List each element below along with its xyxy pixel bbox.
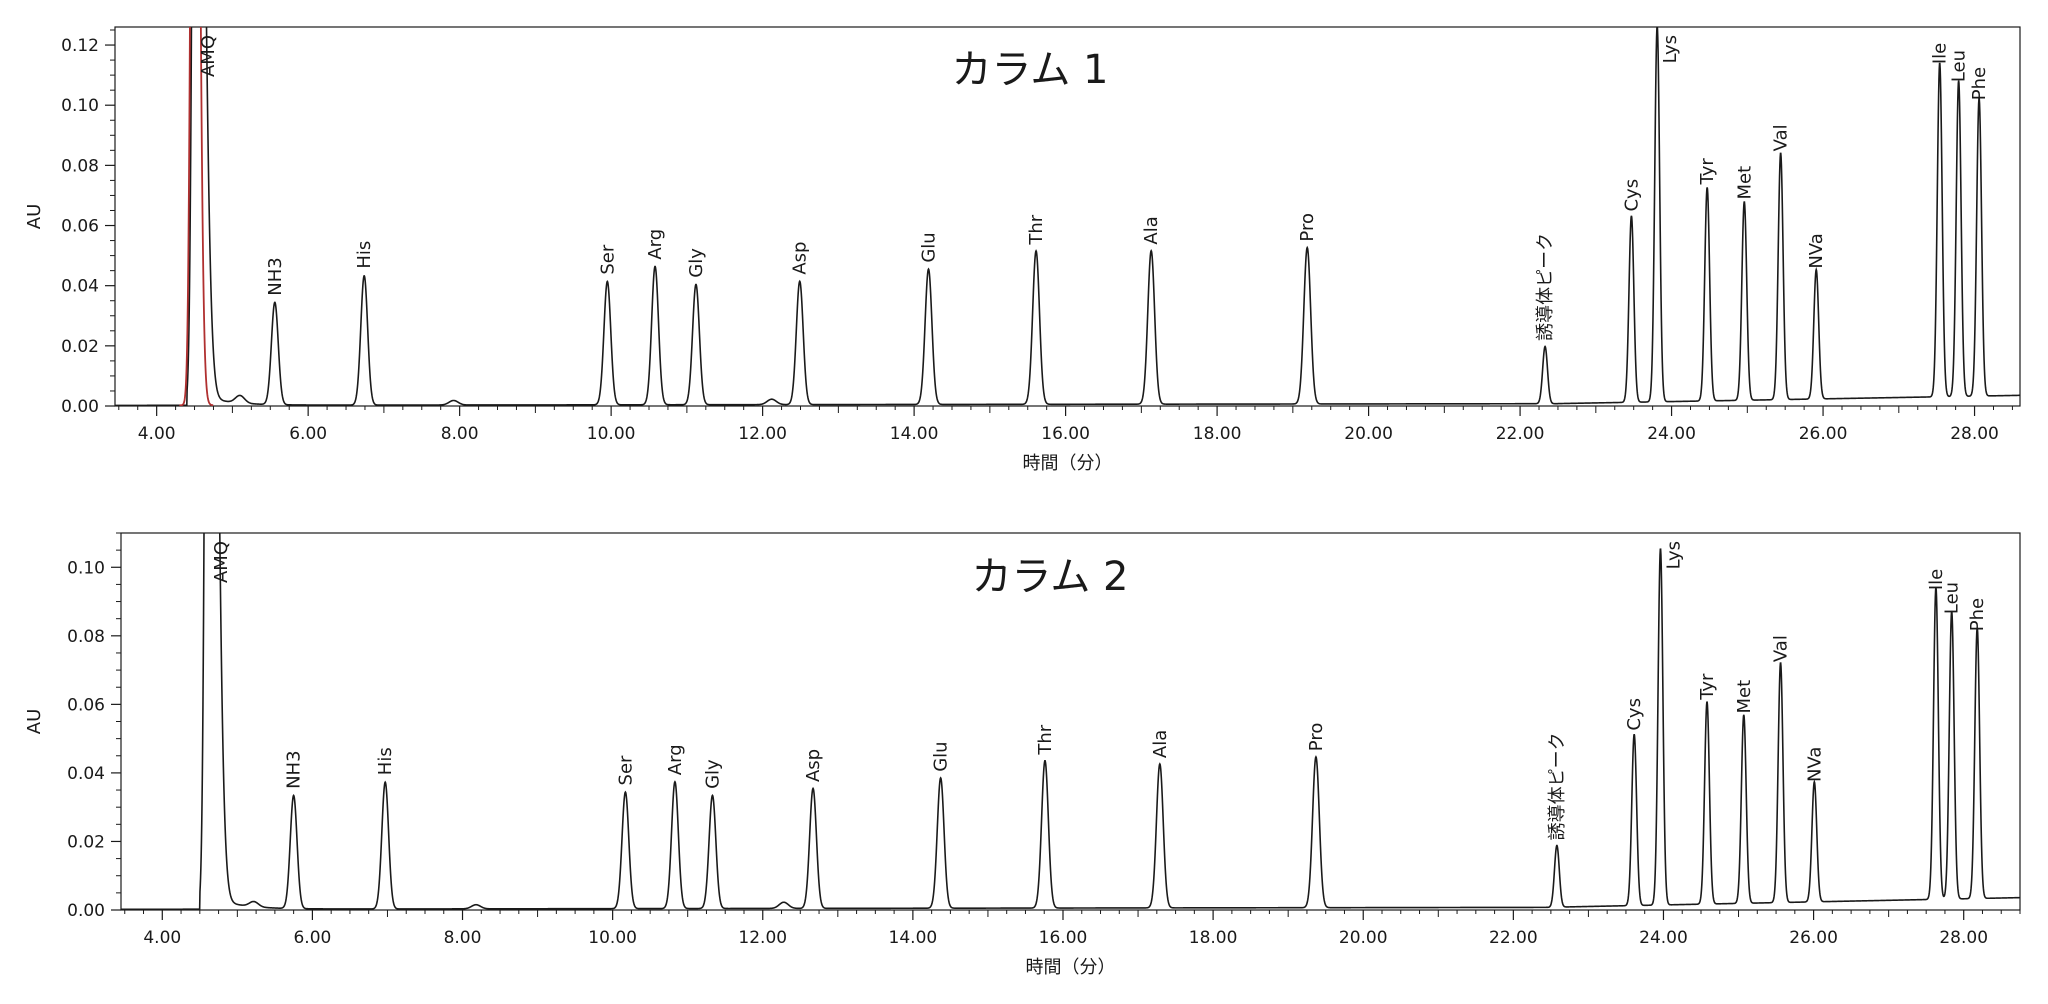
x-tick-label: 6.00 (289, 424, 327, 444)
chart-panel-2: 4.00 6.00 8.00 10.00 12.00 14.00 16.00 18.00 20.… (24, 532, 2021, 978)
peak-label: Leu (1942, 582, 1963, 614)
y-axis-title: AU (24, 204, 45, 230)
peak-label: NVa (1806, 233, 1827, 268)
peak-label: AMQ (198, 35, 219, 77)
x-tick-label: 14.00 (890, 424, 939, 444)
peak-label: Lys (1660, 35, 1681, 63)
peak-label: His (354, 241, 375, 269)
peak-label: 誘導体ピーク (1547, 732, 1568, 840)
peak-label: Arg (645, 229, 666, 260)
peak-label: Thr (1026, 214, 1047, 245)
peak-label: Phe (1967, 598, 1988, 631)
peak-label: NH3 (265, 257, 286, 295)
x-tick-label: 8.00 (444, 928, 482, 948)
x-tick-label: 12.00 (738, 928, 787, 948)
peak-label: Ile (1930, 43, 1951, 64)
plot-frame (114, 26, 2021, 407)
peak-label: Ser (615, 755, 636, 786)
peak-label: Cys (1621, 179, 1642, 212)
x-tick-label: 14.00 (889, 928, 938, 948)
x-tick-label: 4.00 (138, 424, 176, 444)
x-tick-label: 28.00 (1950, 424, 1999, 444)
x-tick-label: 22.00 (1496, 424, 1545, 444)
y-tick-label: 0.08 (67, 627, 105, 647)
peak-label: AMQ (211, 541, 232, 583)
x-tick-label: 28.00 (1939, 928, 1988, 948)
peak-label: Met (1734, 680, 1755, 714)
peak-label: Ile (1926, 569, 1947, 590)
x-tick-label: 16.00 (1041, 424, 1090, 444)
amq-overlay-trace (179, 27, 214, 406)
y-tick-label: 0.06 (67, 695, 105, 715)
peak-label: Ala (1141, 216, 1162, 244)
x-axis-title: 時間（分） (1023, 453, 1113, 474)
x-tick-label: 8.00 (441, 424, 479, 444)
chromatogram-trace (115, 27, 2020, 406)
x-tick-label: 6.00 (293, 928, 331, 948)
peak-label: Tyr (1697, 673, 1718, 701)
chart-panel-1: 4.00 6.00 8.00 10.00 12.00 14.00 16.00 18.00 20.… (24, 26, 2021, 474)
y-tick-label: 0.04 (67, 764, 105, 784)
peak-label: Gly (686, 248, 707, 278)
y-tick-label: 0.02 (61, 337, 99, 357)
x-tick-label: 4.00 (143, 928, 181, 948)
x-tick-label: 10.00 (588, 928, 637, 948)
peak-label: Pro (1297, 213, 1318, 242)
x-tick-label: 18.00 (1193, 424, 1242, 444)
peak-label: Arg (665, 744, 686, 775)
y-tick-label: 0.08 (61, 156, 99, 176)
peak-label: Ala (1150, 730, 1171, 758)
x-tick-label: 26.00 (1789, 928, 1838, 948)
y-tick-label: 0.02 (67, 832, 105, 852)
x-tick-label: 20.00 (1344, 424, 1393, 444)
peak-label: Glu (931, 741, 952, 771)
y-tick-label: 0.04 (61, 277, 99, 297)
y-tick-label: 0.10 (67, 558, 105, 578)
peak-label: 誘導体ピーク (1535, 233, 1556, 341)
peak-label: Thr (1035, 724, 1056, 755)
peak-label: Asp (790, 242, 811, 275)
chromatogram-trace (121, 533, 2020, 910)
x-tick-label: 24.00 (1647, 424, 1696, 444)
panel-title: カラム 2 (972, 554, 1129, 600)
x-tick-label: 16.00 (1039, 928, 1088, 948)
peak-label: Phe (1969, 67, 1990, 100)
x-tick-label: 20.00 (1339, 928, 1388, 948)
peak-label: Glu (919, 232, 940, 262)
x-tick-label: 12.00 (738, 424, 787, 444)
x-axis-title: 時間（分） (1026, 957, 1116, 978)
x-tick-label: 24.00 (1639, 928, 1688, 948)
peak-label: His (375, 747, 396, 775)
x-tick-label: 10.00 (587, 424, 636, 444)
y-tick-label: 0.06 (61, 217, 99, 237)
y-axis-title: AU (24, 709, 45, 735)
x-tick-label: 18.00 (1189, 928, 1238, 948)
peak-label: Val (1771, 635, 1792, 662)
peak-label: Met (1734, 166, 1755, 200)
peak-label: Cys (1624, 698, 1645, 731)
peak-label: Tyr (1697, 158, 1718, 186)
peak-label: Gly (702, 759, 723, 789)
peak-label: NVa (1804, 747, 1825, 782)
peak-label: Asp (803, 749, 824, 782)
peak-label: NH3 (284, 750, 305, 788)
y-tick-label: 0.00 (67, 901, 105, 921)
x-tick-label: 26.00 (1799, 424, 1848, 444)
peak-label: Pro (1306, 723, 1327, 752)
peak-label: Lys (1663, 541, 1684, 569)
panel-title: カラム 1 (952, 47, 1109, 93)
peak-label: Val (1771, 124, 1792, 151)
y-tick-label: 0.00 (61, 397, 99, 417)
y-tick-label: 0.10 (61, 96, 99, 116)
x-tick-label: 22.00 (1489, 928, 1538, 948)
peak-label: Ser (597, 244, 618, 275)
y-tick-label: 0.12 (61, 36, 99, 56)
peak-label: Leu (1949, 50, 1970, 82)
